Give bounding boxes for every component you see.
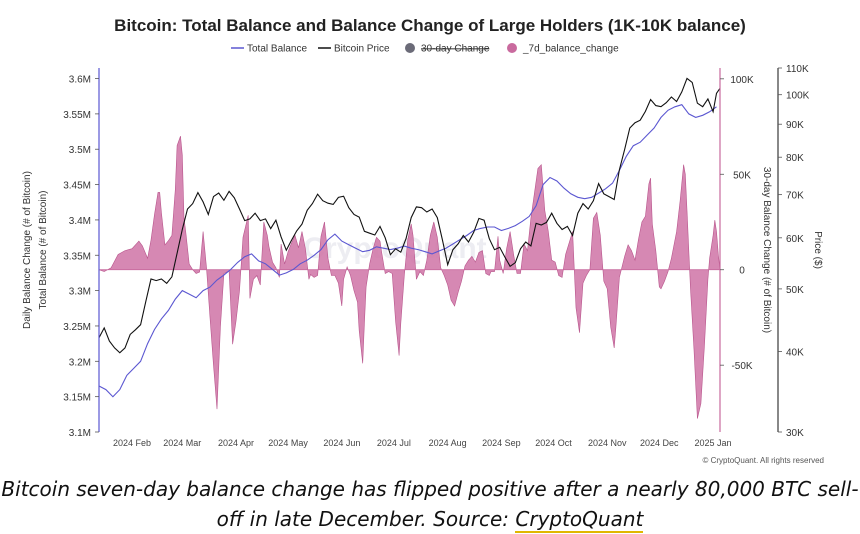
plot-area xyxy=(98,77,721,419)
x-tick-label: 2024 Aug xyxy=(429,438,467,448)
copyright-text: © CryptoQuant. All rights reserved xyxy=(703,456,825,465)
left-tick-label: 3.2M xyxy=(69,357,91,368)
x-tick-label: 2024 Jun xyxy=(323,438,360,448)
legend-label: Bitcoin Price xyxy=(334,44,390,55)
caption-source-link[interactable]: CryptoQuant xyxy=(515,507,644,533)
price-tick-label: 30K xyxy=(786,428,804,439)
x-tick-label: 2024 Oct xyxy=(535,438,572,448)
x-tick-label: 2024 Sep xyxy=(482,438,521,448)
legend-swatch-dot xyxy=(405,43,415,53)
right-inner-tick-label: -50K xyxy=(731,361,752,372)
price-tick-label: 40K xyxy=(786,347,804,358)
price-tick-label: 50K xyxy=(786,285,804,296)
series-total-balance-line xyxy=(98,104,717,398)
left-tick-label: 3.55M xyxy=(63,110,91,121)
x-tick-label: 2025 Jan xyxy=(695,438,732,448)
legend-label: 30-day Change xyxy=(421,44,490,55)
x-tick-label: 2024 Jul xyxy=(377,438,411,448)
left-tick-label: 3.25M xyxy=(63,322,91,333)
price-axis-title: Price ($) xyxy=(812,231,823,269)
x-tick-label: 2024 Feb xyxy=(113,438,151,448)
left-tick-label: 3.15M xyxy=(63,393,91,404)
caption-text: Bitcoin seven-day balance change has fli… xyxy=(1,477,859,531)
right-inner-tick-label: 100K xyxy=(730,75,754,86)
balance-chart: Bitcoin: Total Balance and Balance Chang… xyxy=(22,16,825,465)
legend-label: _7d_balance_change xyxy=(522,44,619,55)
x-tick-label: 2024 Nov xyxy=(588,438,627,448)
left-tick-label: 3.5M xyxy=(69,145,91,156)
series-7d-balance-change-area xyxy=(98,135,721,419)
legend-swatch-dot xyxy=(507,43,517,53)
left-tick-label: 3.4M xyxy=(69,216,91,227)
price-tick-label: 110K xyxy=(786,64,809,75)
price-tick-label: 70K xyxy=(786,191,804,202)
right-inner-tick-label: 0 xyxy=(739,266,745,277)
left-tick-label: 3.3M xyxy=(69,287,91,298)
price-tick-label: 80K xyxy=(786,153,804,164)
left-inner-axis-title: Total Balance (# of Bitcoin) xyxy=(38,191,49,310)
legend-item: Bitcoin Price xyxy=(318,44,390,55)
price-tick-label: 90K xyxy=(786,120,804,131)
x-tick-label: 2024 Mar xyxy=(163,438,201,448)
x-tick-label: 2024 Apr xyxy=(218,438,254,448)
left-tick-label: 3.6M xyxy=(69,75,91,86)
legend-item: 30-day Change xyxy=(405,43,490,55)
legend: Total Balance Bitcoin Price 30-day Change _… xyxy=(231,43,619,55)
legend-item: Total Balance xyxy=(231,44,307,55)
left-tick-label: 3.45M xyxy=(63,181,91,192)
chart-title: Bitcoin: Total Balance and Balance Chang… xyxy=(114,16,746,35)
figure-caption: Bitcoin seven-day balance change has fli… xyxy=(0,474,860,534)
left-tick-label: 3.1M xyxy=(69,428,91,439)
x-tick-label: 2024 May xyxy=(268,438,308,448)
axes: 3.1M 3.15M 3.2M 3.25M 3.3M 3.35M 3.4M 3.45M 3.5M… xyxy=(22,64,823,448)
right-inner-tick-label: 50K xyxy=(733,170,751,181)
price-tick-label: 60K xyxy=(786,234,804,245)
chart-area: Bitcoin: Total Balance and Balance Chang… xyxy=(22,16,825,465)
left-outer-axis-title: Daily Balance Change (# of Bitcoin) xyxy=(22,171,33,329)
left-tick-label: 3.35M xyxy=(63,251,91,262)
price-tick-label: 100K xyxy=(786,91,810,102)
series-bitcoin-price-line xyxy=(98,77,721,354)
right-inner-axis-title: 30-day Balance Change (# of Bitcoin) xyxy=(761,167,772,333)
x-tick-label: 2024 Dec xyxy=(640,438,679,448)
legend-label: Total Balance xyxy=(247,44,307,55)
legend-item: _7d_balance_change xyxy=(507,43,619,55)
